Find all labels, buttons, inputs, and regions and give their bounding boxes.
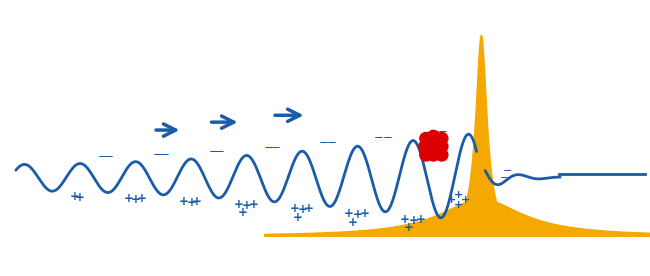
Text: +: + (447, 195, 456, 205)
Text: +: + (298, 203, 307, 216)
Text: +: + (248, 198, 258, 211)
Text: +: + (348, 216, 358, 229)
Text: −: − (382, 131, 392, 144)
Circle shape (427, 149, 439, 161)
Text: +: + (415, 213, 425, 226)
Text: −: − (263, 141, 274, 154)
Text: +: + (400, 213, 410, 226)
Circle shape (419, 140, 431, 153)
Circle shape (436, 132, 448, 145)
Text: −: − (374, 131, 384, 144)
Text: +: + (237, 206, 247, 219)
Text: −: − (159, 148, 170, 161)
Text: −: − (209, 145, 218, 158)
Text: +: + (360, 207, 370, 220)
Text: −: − (104, 150, 114, 163)
Text: +: + (131, 193, 141, 206)
Text: −: − (98, 150, 108, 163)
Text: +: + (292, 211, 303, 224)
Text: +: + (124, 192, 133, 205)
Circle shape (427, 130, 439, 142)
Text: +: + (409, 214, 419, 227)
Circle shape (436, 149, 448, 161)
Text: +: + (136, 192, 146, 205)
Text: −: − (437, 125, 448, 138)
Circle shape (420, 149, 432, 161)
Text: +: + (404, 221, 413, 234)
Text: −: − (500, 173, 510, 183)
Text: +: + (353, 208, 363, 221)
Text: −: − (502, 166, 512, 176)
Text: +: + (289, 202, 299, 215)
Text: +: + (179, 195, 189, 208)
Text: −: − (153, 148, 162, 161)
Circle shape (436, 140, 448, 153)
Circle shape (427, 140, 439, 152)
Text: +: + (70, 190, 79, 203)
Text: −: − (326, 136, 336, 149)
Circle shape (420, 132, 432, 145)
Text: +: + (192, 195, 202, 208)
Text: +: + (344, 207, 354, 220)
Text: +: + (460, 195, 470, 205)
Text: +: + (242, 199, 252, 212)
Text: +: + (304, 202, 314, 215)
Text: +: + (234, 198, 244, 211)
Text: −: − (319, 136, 329, 149)
Text: −: − (215, 145, 225, 158)
Text: −: − (271, 141, 281, 154)
Text: +: + (75, 191, 85, 204)
Text: +: + (454, 190, 463, 200)
Text: −: − (430, 125, 439, 138)
Text: +: + (454, 200, 463, 210)
Text: +: + (187, 196, 196, 209)
